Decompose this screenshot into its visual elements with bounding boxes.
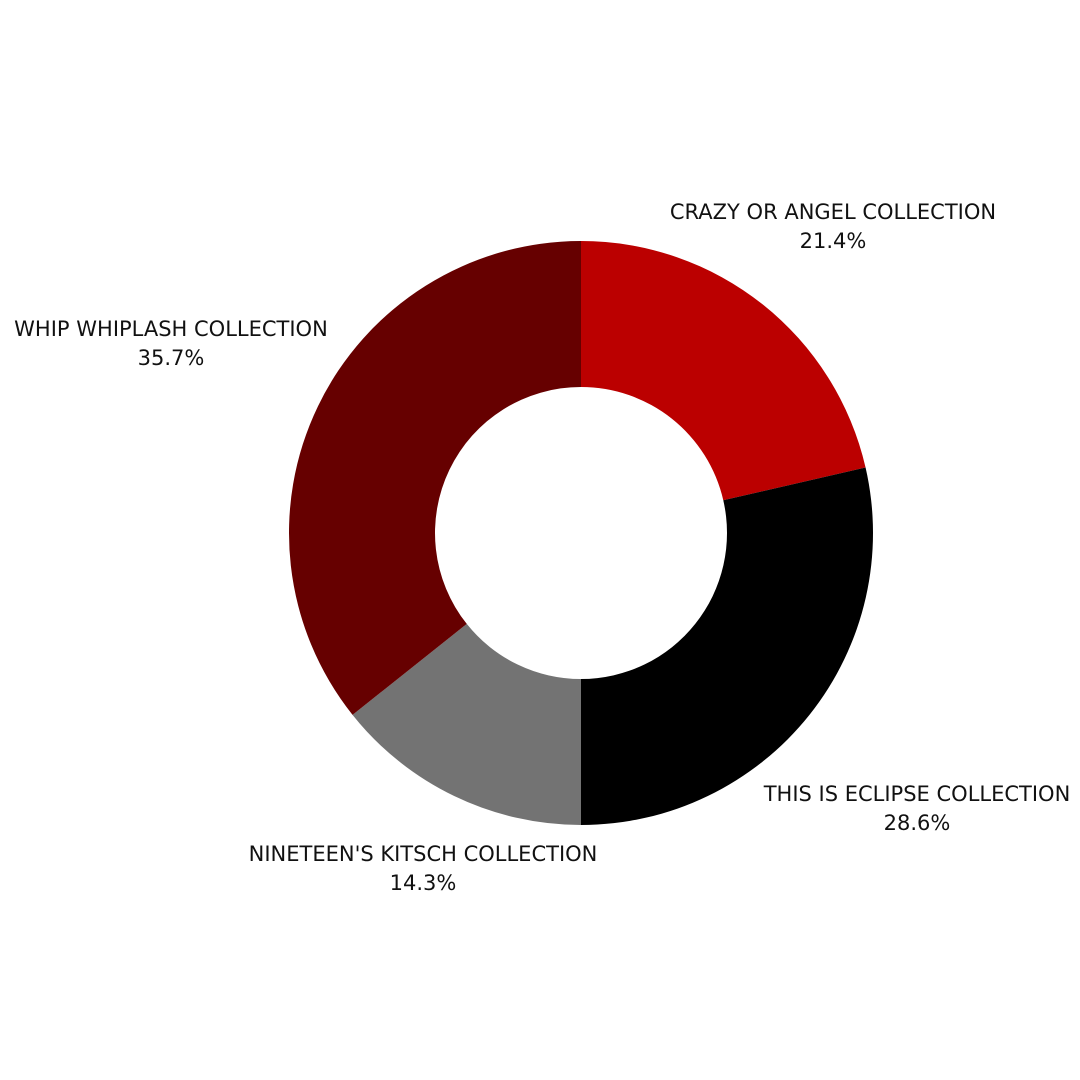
slice-label: CRAZY OR ANGEL COLLECTION	[670, 200, 996, 224]
slice-label: WHIP WHIPLASH COLLECTION	[14, 317, 328, 341]
slice-nineteen-s-kitsch-collection	[352, 623, 581, 826]
slices-group	[288, 240, 873, 826]
slice-this-is-eclipse-collection	[581, 467, 873, 825]
labels-group: CRAZY OR ANGEL COLLECTION 21.4% THIS IS EC…	[14, 200, 1070, 895]
slice-percent-label: 21.4%	[800, 229, 867, 253]
slice-whip-whiplash-collection	[288, 240, 581, 715]
slice-crazy-or-angel-collection	[581, 241, 866, 501]
slice-percent-label: 35.7%	[138, 346, 205, 370]
slice-label: THIS IS ECLIPSE COLLECTION	[763, 782, 1071, 806]
slice-percent-label: 28.6%	[884, 811, 951, 835]
slice-label: NINETEEN'S KITSCH COLLECTION	[249, 842, 598, 866]
slice-percent-label: 14.3%	[390, 871, 457, 895]
